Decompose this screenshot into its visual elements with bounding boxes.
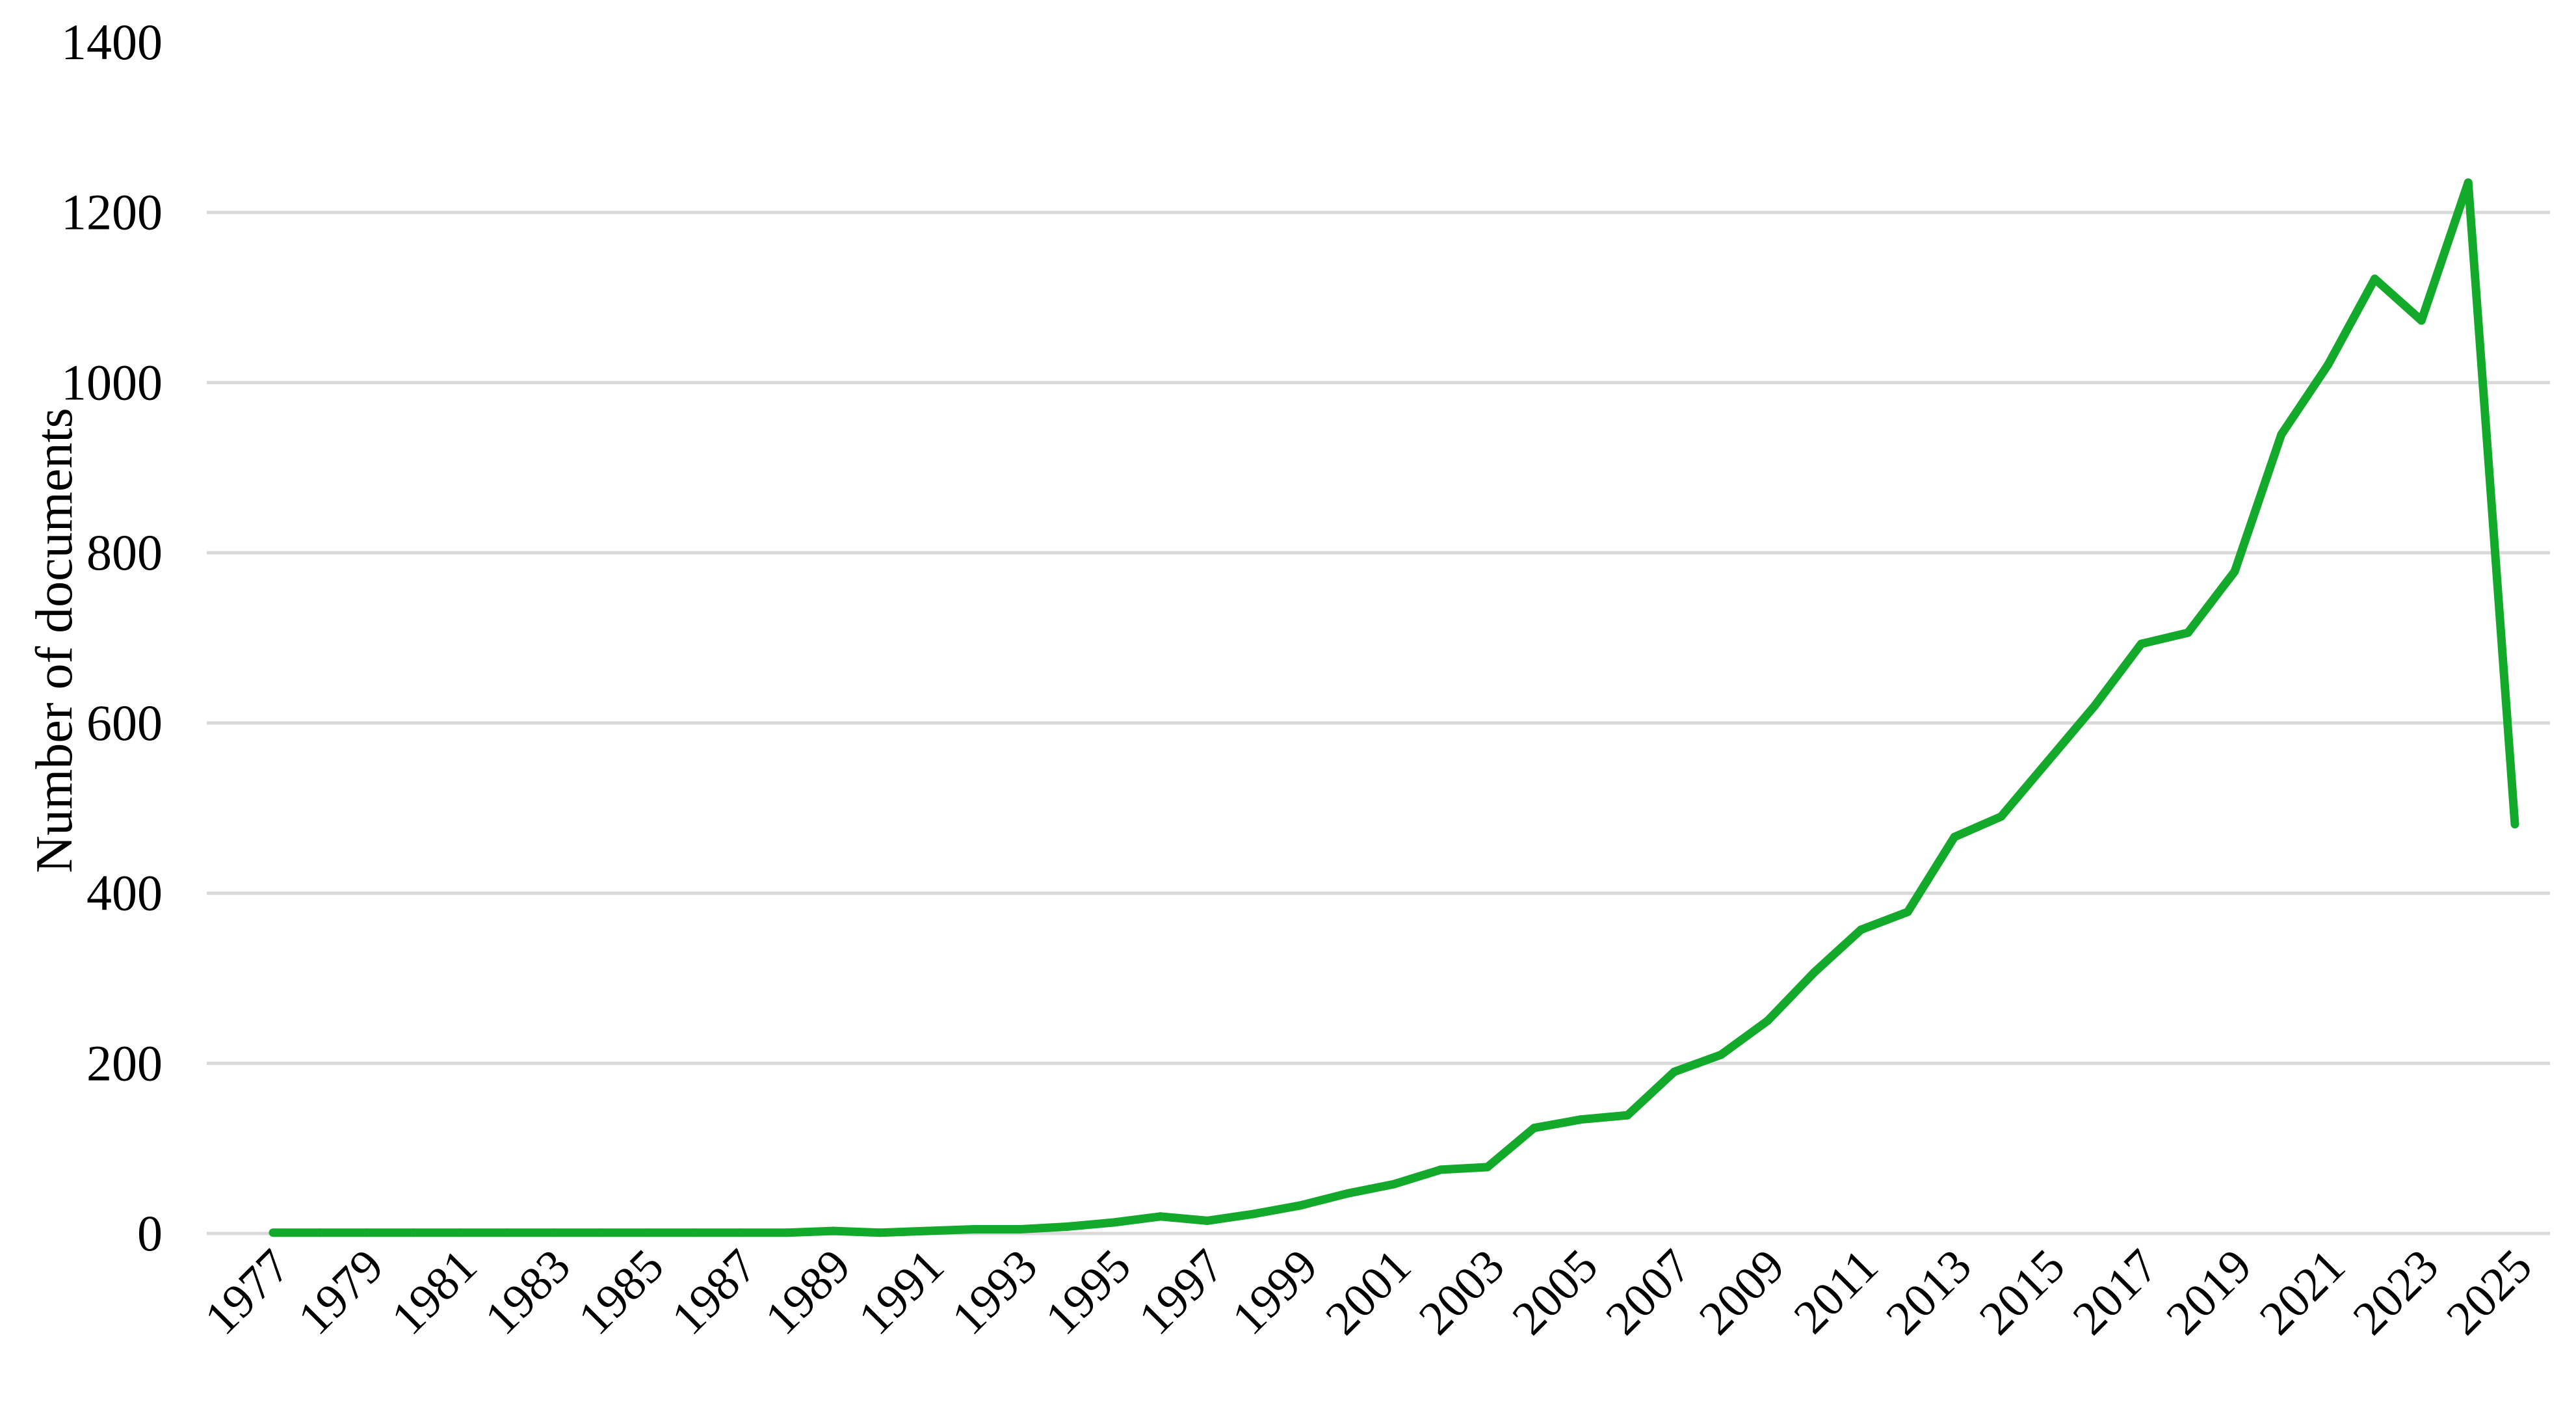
data-point-1999 — [1296, 1201, 1305, 1210]
data-point-1985 — [642, 1228, 651, 1237]
y-tick-label: 200 — [86, 1035, 163, 1091]
data-point-2000 — [1343, 1189, 1352, 1198]
x-tick-label: 1991 — [848, 1239, 954, 1345]
y-axis-ticks: 0 200 400 600 800 1000 1200 1400 — [61, 14, 163, 1261]
data-point-1993 — [1016, 1225, 1025, 1233]
data-point-2009 — [1763, 1016, 1772, 1025]
x-tick-label: 1979 — [288, 1239, 394, 1345]
x-tick-label: 1977 — [194, 1239, 300, 1345]
x-axis-ticks: 1977197919811983198519871989199119931995… — [194, 1239, 2542, 1345]
data-point-2024 — [2464, 178, 2473, 187]
data-point-1980 — [409, 1228, 417, 1237]
data-point-1986 — [689, 1228, 698, 1237]
x-tick-label: 1989 — [755, 1239, 861, 1345]
data-point-2014 — [1997, 812, 2006, 821]
x-tick-label: 2013 — [1876, 1239, 1982, 1345]
data-point-1988 — [782, 1228, 791, 1237]
data-point-1979 — [362, 1228, 371, 1237]
data-point-1996 — [1156, 1212, 1165, 1221]
x-tick-label: 2017 — [2063, 1239, 2169, 1345]
y-axis-title: Number of documents — [26, 408, 83, 873]
y-tick-label: 1000 — [61, 354, 163, 410]
data-point-2017 — [2136, 639, 2146, 648]
x-tick-label: 2025 — [2436, 1239, 2542, 1345]
x-tick-label: 2021 — [2250, 1239, 2356, 1345]
data-point-2010 — [1810, 968, 1819, 977]
data-point-2023 — [2417, 316, 2426, 325]
data-point-2025 — [2510, 820, 2519, 829]
data-point-1989 — [829, 1226, 838, 1235]
data-point-2022 — [2371, 274, 2379, 284]
data-point-2011 — [1856, 925, 1865, 934]
y-tick-label: 1400 — [61, 14, 163, 70]
x-tick-label: 2023 — [2343, 1239, 2449, 1345]
data-point-1994 — [1062, 1222, 1071, 1231]
data-point-2020 — [2277, 430, 2286, 439]
y-tick-label: 0 — [137, 1205, 163, 1261]
x-tick-label: 1985 — [568, 1239, 674, 1345]
y-tick-label: 1200 — [61, 184, 163, 241]
data-point-2013 — [1950, 832, 1959, 841]
data-point-1997 — [1203, 1216, 1212, 1225]
data-point-2002 — [1436, 1165, 1445, 1174]
x-tick-label: 1981 — [382, 1239, 488, 1345]
data-point-1977 — [269, 1228, 278, 1237]
data-point-1983 — [549, 1228, 558, 1237]
data-point-1987 — [735, 1228, 744, 1237]
data-point-2015 — [2044, 757, 2053, 766]
x-tick-label: 2019 — [2156, 1239, 2262, 1345]
data-point-2008 — [1716, 1050, 1726, 1059]
data-point-2016 — [2090, 702, 2099, 711]
data-point-1992 — [969, 1225, 978, 1233]
y-tick-label: 800 — [86, 524, 163, 581]
data-point-2003 — [1483, 1163, 1492, 1172]
x-tick-label: 1983 — [475, 1239, 581, 1345]
data-point-1981 — [455, 1228, 464, 1237]
x-tick-label: 2015 — [1969, 1239, 2075, 1345]
data-point-1984 — [596, 1228, 605, 1237]
x-tick-label: 2011 — [1784, 1239, 1889, 1344]
data-point-1995 — [1109, 1218, 1118, 1227]
x-tick-label: 1999 — [1222, 1239, 1328, 1345]
data-point-2001 — [1389, 1180, 1399, 1189]
data-point-2012 — [1903, 907, 1912, 916]
x-tick-label: 1987 — [662, 1239, 768, 1345]
data-point-2004 — [1530, 1124, 1538, 1133]
x-tick-label: 1997 — [1129, 1239, 1235, 1345]
x-tick-label: 2003 — [1409, 1239, 1515, 1345]
series-layer — [269, 178, 2519, 1237]
x-tick-label: 1995 — [1035, 1239, 1141, 1345]
data-point-2005 — [1576, 1115, 1585, 1124]
data-point-2019 — [2230, 567, 2239, 576]
x-tick-label: 2007 — [1596, 1239, 1702, 1345]
gridlines — [207, 211, 2550, 1235]
y-tick-label: 400 — [86, 865, 163, 921]
data-point-1982 — [502, 1228, 511, 1237]
data-point-2007 — [1670, 1067, 1679, 1076]
data-point-1990 — [876, 1228, 885, 1237]
x-tick-label: 2005 — [1503, 1239, 1609, 1345]
x-tick-label: 2001 — [1315, 1239, 1421, 1345]
x-tick-label: 1993 — [942, 1239, 1048, 1345]
x-tick-label: 2009 — [1689, 1239, 1795, 1345]
data-point-1978 — [315, 1228, 324, 1237]
data-point-2018 — [2183, 628, 2192, 637]
data-point-1998 — [1250, 1209, 1258, 1219]
series-line — [273, 178, 2519, 1237]
data-point-1991 — [923, 1226, 932, 1235]
data-point-2021 — [2324, 360, 2333, 369]
data-point-2006 — [1623, 1111, 1632, 1120]
y-tick-label: 600 — [86, 694, 163, 751]
